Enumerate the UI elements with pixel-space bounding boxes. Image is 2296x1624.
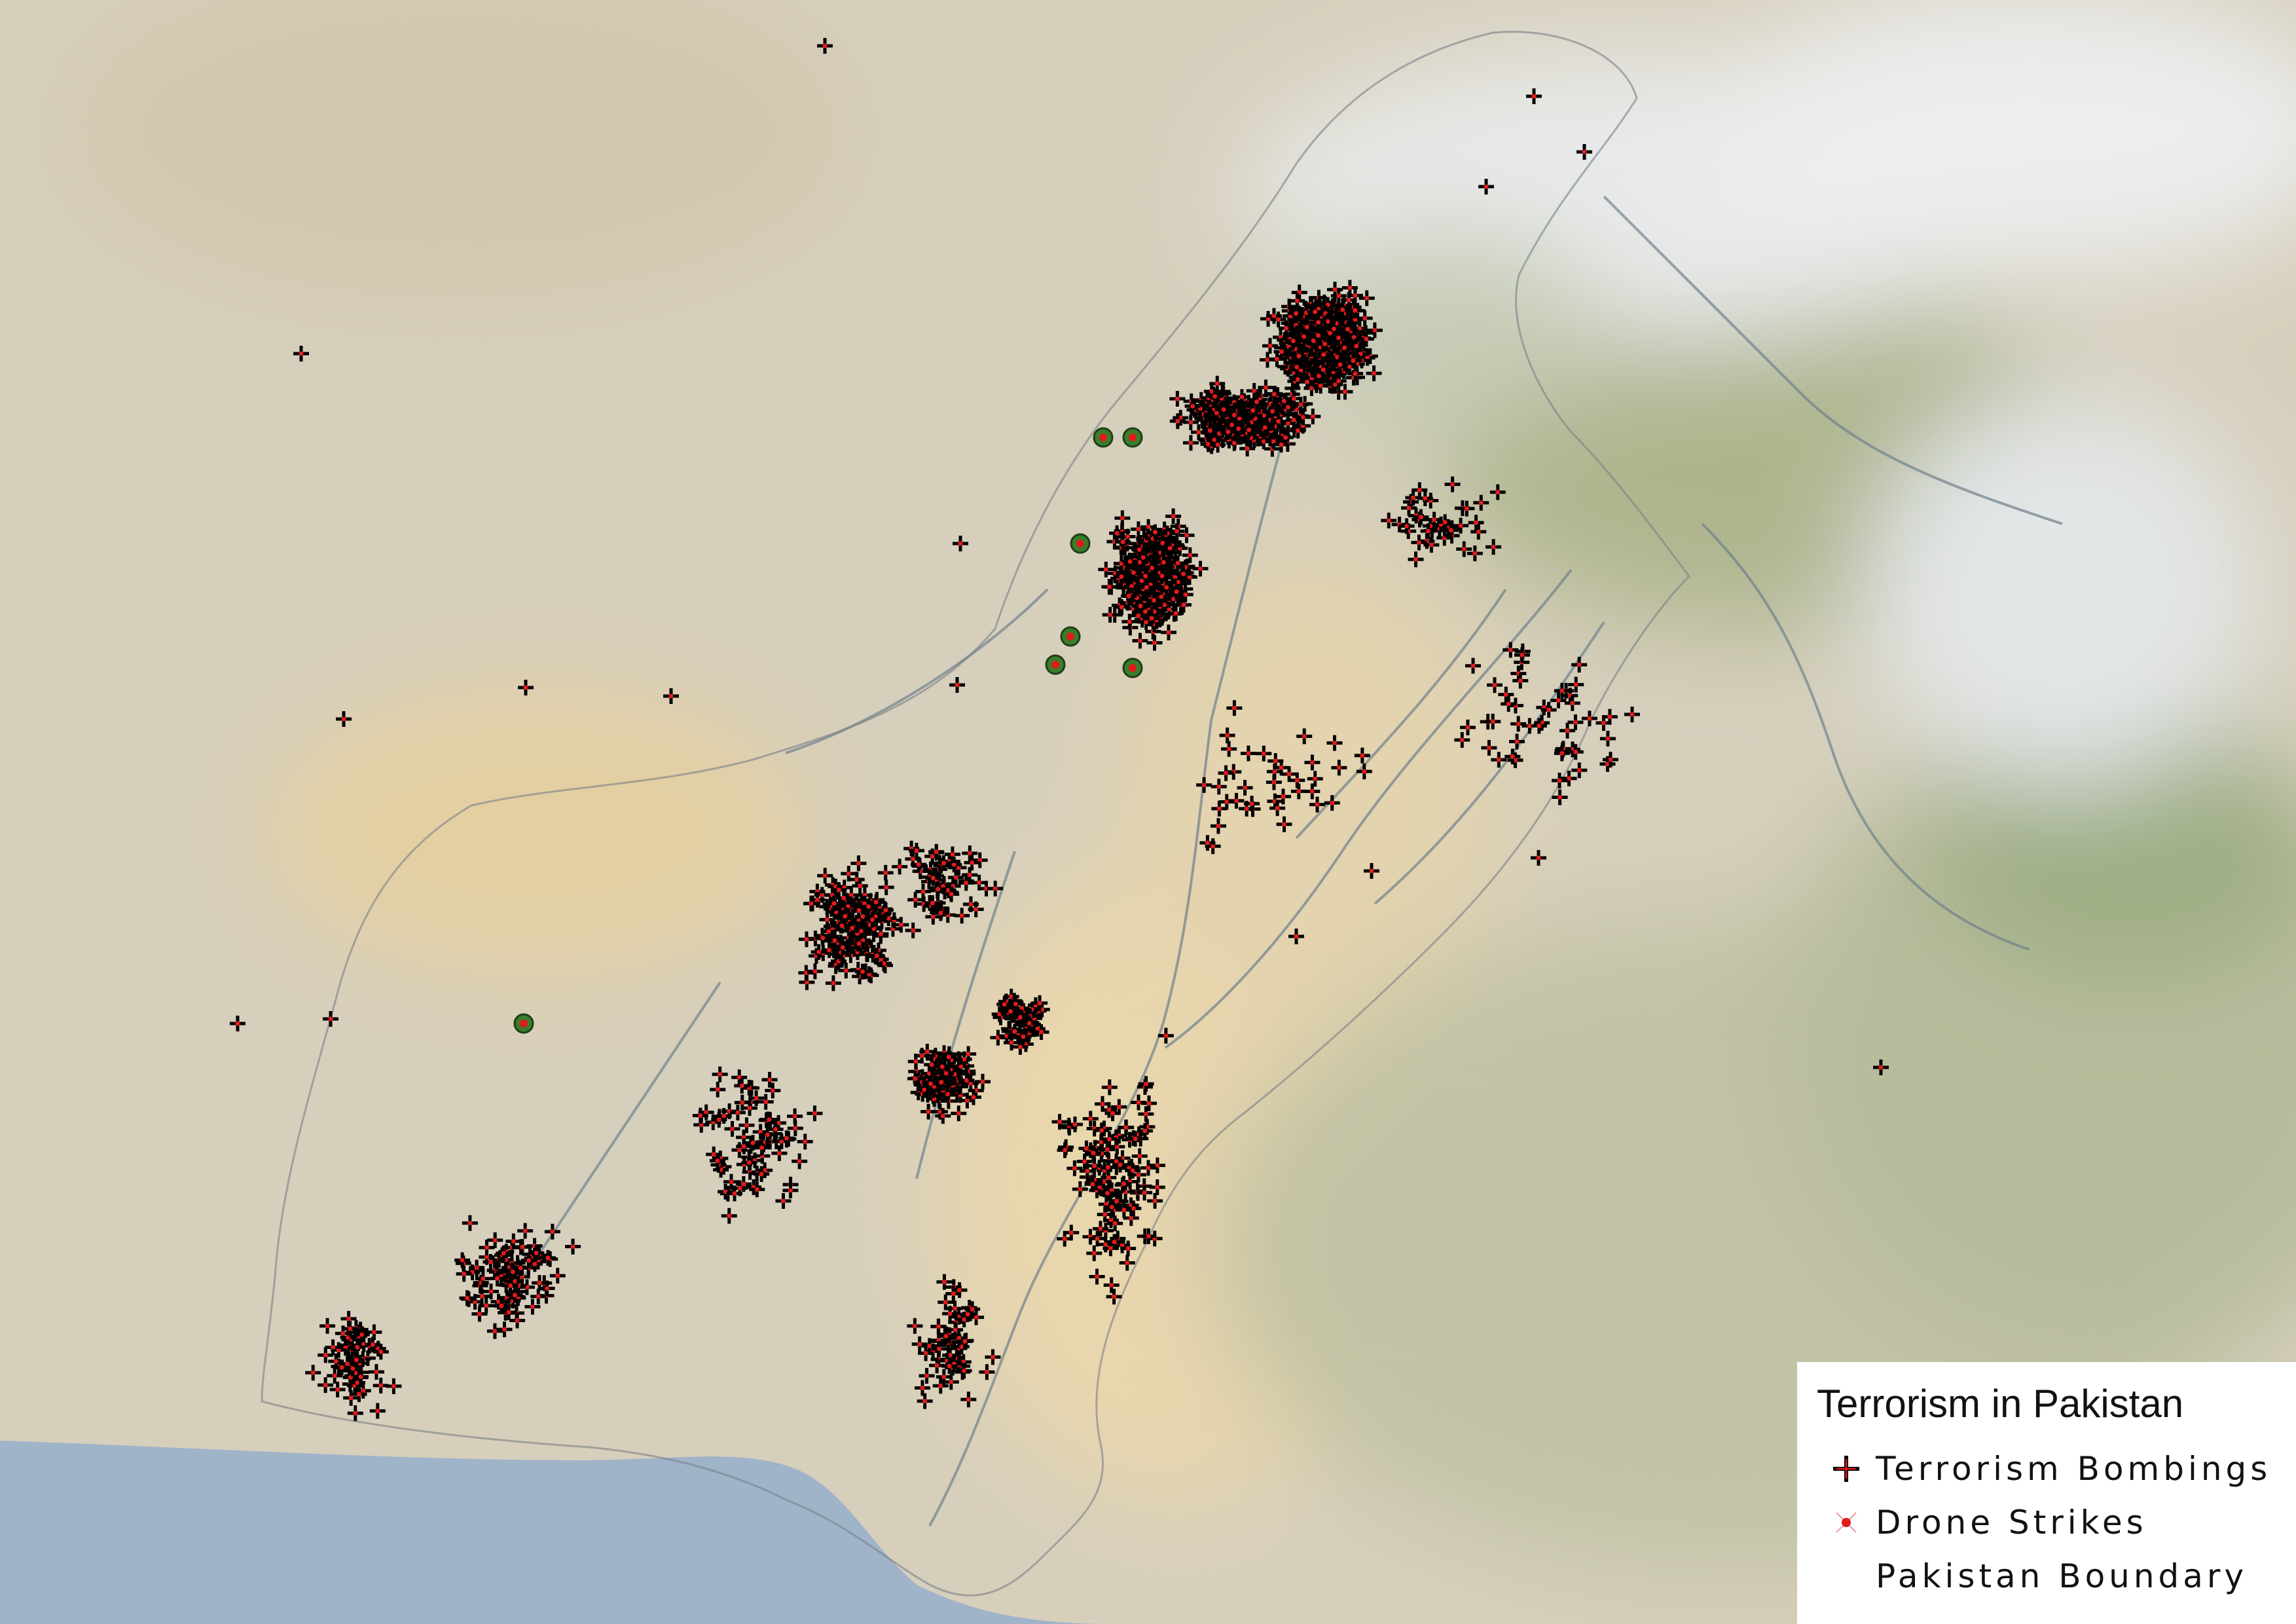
map-legend: Terrorism in Pakistan Terrorism Bombings… (1797, 1362, 2296, 1624)
bombing-marker (1239, 441, 1256, 457)
bombing-marker (1345, 352, 1361, 369)
bombing-marker (1266, 386, 1283, 403)
drone-strike-marker (513, 1013, 534, 1034)
bombing-marker (1290, 422, 1306, 439)
bombing-marker (1165, 508, 1182, 525)
x-dot-icon (1817, 1500, 1876, 1545)
boundary-line (1817, 1553, 1876, 1599)
bombing-marker (1329, 349, 1345, 365)
bombing-marker (1160, 624, 1176, 640)
legend-title: Terrorism in Pakistan (1817, 1382, 2184, 1426)
bombing-marker (1290, 348, 1307, 364)
bombing-marker (1285, 333, 1302, 349)
bombing-marker (1366, 365, 1382, 382)
bombing-marker (1202, 422, 1218, 439)
bombing-marker (1248, 394, 1265, 410)
bombing-marker (1258, 379, 1274, 396)
bombing-marker (1114, 510, 1131, 526)
bombing-marker (1226, 435, 1243, 451)
bombing-marker (1299, 319, 1315, 335)
bombing-marker (1288, 359, 1305, 375)
bombing-marker (1210, 437, 1226, 453)
bombing-marker (1266, 308, 1282, 324)
bombing-marker (1332, 356, 1349, 373)
bombing-marker (1207, 388, 1223, 405)
bombing-marker (1226, 407, 1243, 423)
bombing-marker (1182, 414, 1199, 430)
legend-label-boundary: Pakistan Boundary (1876, 1557, 2248, 1595)
bombing-marker (1247, 411, 1264, 427)
drone-strike-marker (1122, 427, 1143, 448)
bombing-marker (1327, 282, 1343, 298)
bombing-marker (1216, 401, 1232, 418)
bombing-marker (1169, 523, 1185, 540)
bombing-marker (1262, 338, 1278, 354)
bombing-marker (1175, 597, 1192, 613)
bombing-marker (1241, 422, 1257, 438)
bombing-marker (1289, 293, 1305, 309)
bombing-marker (1330, 329, 1347, 346)
bombing-marker (1286, 412, 1302, 428)
cross-icon (1817, 1446, 1876, 1492)
terrorism-bombing-markers (230, 38, 1889, 1422)
bombing-marker (1347, 365, 1364, 382)
bombing-marker (1305, 408, 1321, 424)
bombing-marker (1280, 399, 1296, 415)
arabian-sea (0, 1441, 1113, 1624)
bombing-marker (1327, 377, 1343, 393)
legend-item-bombings: Terrorism Bombings (1817, 1442, 2296, 1496)
drone-strike-marker (1070, 533, 1091, 554)
bombing-marker (1366, 322, 1383, 339)
drone-strike-marker (1122, 657, 1143, 678)
bombing-marker (1348, 338, 1364, 354)
bombing-marker (1169, 390, 1186, 407)
bombing-marker (1307, 304, 1323, 320)
bombing-marker (1209, 405, 1225, 421)
bombing-marker (1220, 424, 1236, 440)
drone-strike-marker (1093, 427, 1114, 448)
bombing-marker (1273, 437, 1290, 453)
bombing-marker (1266, 434, 1282, 450)
bombing-marker (1296, 328, 1312, 344)
bombing-marker (1336, 339, 1353, 356)
bombing-marker (1317, 336, 1333, 352)
legend-label-drones: Drone Strikes (1876, 1504, 2147, 1541)
drone-strike-marker (1060, 626, 1081, 647)
bombing-marker (1337, 384, 1353, 400)
legend-item-drones: Drone Strikes (1817, 1496, 2296, 1549)
drone-strike-marker (1045, 654, 1066, 675)
bombing-marker (1358, 290, 1375, 306)
bombing-marker (1341, 292, 1357, 308)
bombing-marker (1245, 402, 1261, 418)
bombing-marker (1130, 521, 1146, 538)
bombing-marker (1313, 378, 1329, 394)
bombing-marker (1315, 361, 1332, 378)
bombing-marker (1347, 303, 1363, 319)
bombing-marker (1182, 435, 1199, 451)
bombing-marker (1310, 314, 1326, 331)
legend-item-boundary: Pakistan Boundary (1817, 1549, 2296, 1603)
rivers-layer (522, 195, 2063, 1526)
bombing-marker (1320, 297, 1336, 313)
bombing-marker (1114, 599, 1130, 616)
bombing-marker (1173, 409, 1189, 426)
bombing-marker (1109, 525, 1125, 542)
bombing-marker (1330, 373, 1347, 389)
bombing-marker (1184, 398, 1201, 415)
legend-label-bombings: Terrorism Bombings (1876, 1450, 2272, 1488)
bombing-marker (1121, 614, 1138, 630)
bombing-marker (1286, 390, 1302, 407)
bombing-marker (1270, 413, 1286, 430)
bombing-marker (1102, 606, 1118, 623)
pakistan-boundary (261, 31, 1690, 1596)
